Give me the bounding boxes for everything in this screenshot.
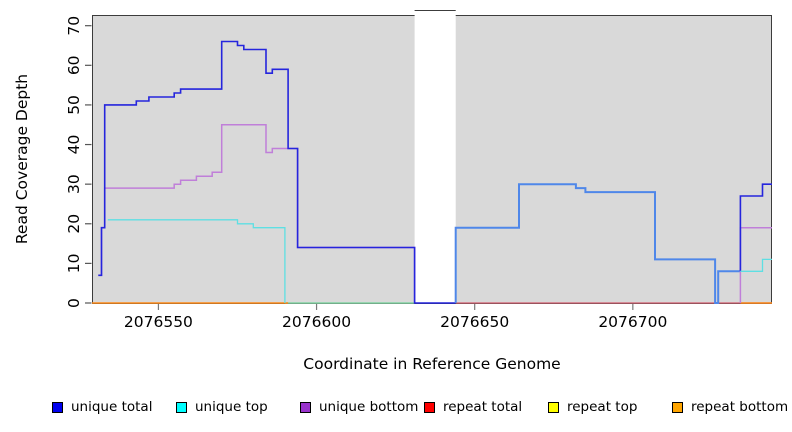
legend-item-unique-top: unique top bbox=[176, 399, 300, 415]
y-axis-title: Read Coverage Depth bbox=[13, 74, 31, 244]
series-unique-top-right bbox=[740, 258, 772, 272]
y-tick-label: 40 bbox=[65, 135, 83, 155]
legend-label-repeat-bottom: repeat bottom bbox=[691, 399, 789, 415]
legend-swatch-repeat-total bbox=[424, 401, 435, 413]
series-unique-total-right-top-blend bbox=[454, 183, 741, 304]
x-tick-label: 2076550 bbox=[124, 313, 193, 331]
y-tick-label: 10 bbox=[65, 254, 83, 274]
legend-item-unique-total: unique total bbox=[52, 399, 176, 415]
legend-label-unique-bottom: unique bottom bbox=[319, 399, 419, 415]
y-tick-label: 20 bbox=[65, 214, 83, 234]
legend-item-repeat-total: repeat total bbox=[424, 399, 548, 415]
series-unique-total-right bbox=[739, 183, 772, 272]
series-unique-top-left bbox=[107, 219, 286, 303]
legend-swatch-repeat-top bbox=[548, 401, 559, 413]
coverage-chart: 2076550 2076600 2076650 2076700 0 10 20 30 40 50 6… bbox=[13, 10, 772, 373]
legend-swatch-repeat-bottom bbox=[672, 401, 683, 413]
legend-label-repeat-top: repeat top bbox=[567, 399, 638, 415]
legend-item-repeat-top: repeat top bbox=[548, 399, 672, 415]
y-tick-label: 50 bbox=[65, 95, 83, 115]
y-tick-label: 0 bbox=[65, 298, 83, 308]
legend-swatch-unique-total bbox=[52, 401, 63, 413]
coverage-plot-svg: 2076550 2076600 2076650 2076700 0 10 20 30 40 50 6… bbox=[13, 10, 772, 373]
x-tick-label: 2076650 bbox=[440, 313, 509, 331]
y-tick-label: 30 bbox=[65, 174, 83, 194]
y-tick-label: 70 bbox=[65, 16, 83, 36]
plot-border bbox=[92, 10, 772, 304]
legend-swatch-unique-top bbox=[176, 401, 187, 413]
legend-label-repeat-total: repeat total bbox=[443, 399, 523, 415]
y-tick-label: 60 bbox=[65, 55, 83, 75]
x-tick-label: 2076600 bbox=[282, 313, 351, 331]
legend-label-unique-total: unique total bbox=[71, 399, 153, 415]
legend-item-unique-bottom: unique bottom bbox=[300, 399, 424, 415]
legend: unique total unique top unique bottom repea… bbox=[0, 394, 792, 420]
legend-swatch-unique-bottom bbox=[300, 401, 311, 413]
legend-item-repeat-bottom: repeat bottom bbox=[672, 399, 788, 415]
x-tick-label: 2076700 bbox=[598, 313, 667, 331]
series-unique-total-left bbox=[98, 40, 456, 304]
coverage-gap-band bbox=[414, 10, 456, 303]
legend-label-unique-top: unique top bbox=[195, 399, 268, 415]
x-axis-title: Coordinate in Reference Genome bbox=[303, 355, 560, 373]
